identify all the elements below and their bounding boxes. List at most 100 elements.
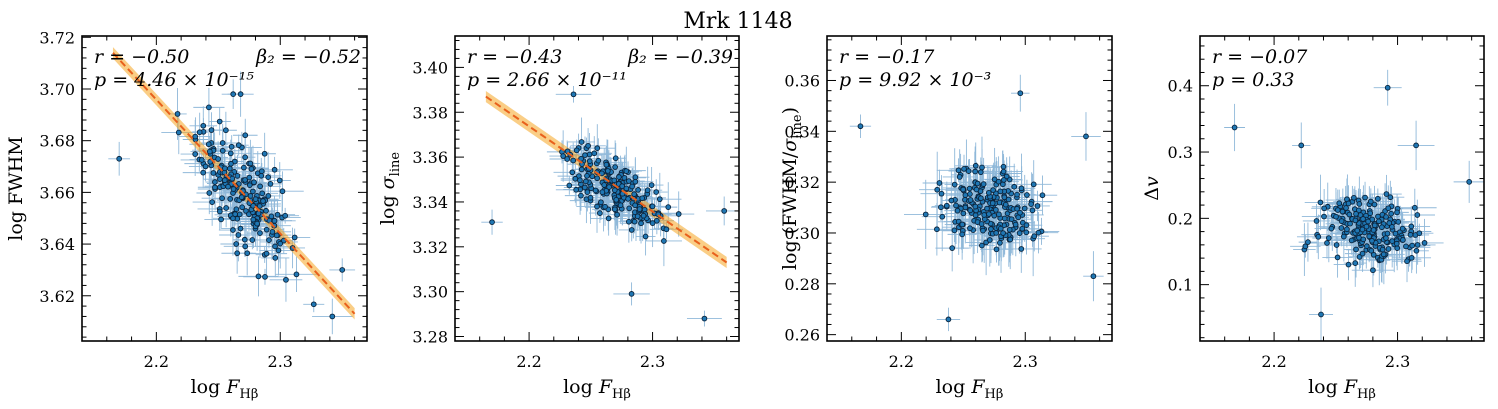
data-point: [586, 158, 593, 164]
data-point: [192, 151, 199, 157]
data-point: [951, 227, 958, 234]
data-point: [1413, 247, 1420, 254]
data-point: [649, 220, 656, 226]
data-point: [1360, 236, 1367, 243]
data-point: [979, 242, 985, 249]
data-point: [587, 194, 594, 201]
data-point: [934, 226, 940, 233]
data-point: [986, 211, 992, 217]
data-point: [1407, 231, 1414, 238]
data-point: [1379, 224, 1385, 231]
data-point: [1018, 246, 1025, 252]
data-point: [329, 313, 336, 320]
data-point: [247, 193, 254, 199]
panels: 2.2 2.3 3.62 3.64 3.66 3.68 3.70 3.72 log FHβ log…: [5, 28, 1485, 402]
data-point: [1414, 242, 1421, 248]
data-point: [1024, 192, 1030, 198]
data-point: [656, 196, 663, 203]
data-point: [572, 175, 579, 182]
data-point: [578, 139, 585, 145]
data-point: [585, 142, 591, 149]
data-point: [980, 181, 987, 187]
annotation-p: p = 4.46 × 10⁻¹⁵: [94, 69, 254, 91]
data-point: [972, 162, 979, 169]
annotation-beta: β₂ = −0.52: [255, 46, 361, 68]
data-point: [586, 151, 593, 158]
data-point: [613, 196, 620, 203]
data-point: [611, 206, 618, 213]
data-point: [1352, 217, 1359, 224]
data-point: [242, 177, 248, 183]
data-point: [1409, 242, 1416, 249]
data-point: [569, 169, 576, 176]
data-point: [1336, 200, 1343, 207]
x-axis-label: log FHβ: [563, 376, 631, 402]
data-point: [216, 118, 223, 125]
data-point: [661, 238, 667, 244]
data-point: [1021, 205, 1028, 212]
data-point: [1400, 237, 1406, 243]
data-point: [592, 187, 599, 194]
data-point: [217, 176, 223, 183]
data-point: [1321, 213, 1327, 220]
data-point: [250, 216, 257, 223]
data-point: [1370, 251, 1377, 258]
data-point: [989, 200, 996, 206]
data-point: [997, 225, 1004, 232]
data-point: [1090, 273, 1097, 280]
data-point: [955, 167, 962, 174]
data-point: [665, 204, 672, 210]
y-tick-label: 3.62: [39, 287, 75, 306]
x-tick-label: 2.3: [640, 352, 665, 371]
data-point: [1403, 243, 1409, 250]
data-point: [273, 232, 280, 239]
data-point: [965, 168, 972, 174]
data-point: [642, 233, 649, 240]
plot-area: [1224, 69, 1484, 341]
data-point: [1351, 194, 1357, 201]
data-point: [953, 202, 959, 209]
data-point: [1011, 183, 1018, 190]
data-point: [612, 155, 619, 162]
data-point: [956, 174, 963, 180]
data-point: [265, 174, 272, 180]
data-point: [271, 217, 278, 224]
data-point: [967, 225, 973, 232]
plot-area: [849, 74, 1104, 332]
data-point: [721, 208, 728, 214]
data-point: [257, 230, 263, 236]
data-point: [261, 150, 268, 157]
data-point: [1387, 194, 1394, 201]
data-point: [212, 184, 218, 191]
data-point: [212, 179, 218, 185]
panel-1: 2.2 2.3 3.62 3.64 3.66 3.68 3.70 3.72 log FHβ log…: [5, 28, 368, 402]
data-point: [980, 227, 986, 234]
x-tick-label: 2.2: [889, 352, 914, 371]
data-point: [570, 91, 577, 98]
y-tick-label: 0.26: [784, 326, 820, 345]
data-point: [1367, 210, 1374, 217]
plot-area: [481, 85, 739, 327]
data-point: [1030, 181, 1037, 188]
data-point: [260, 198, 266, 204]
data-point: [1321, 205, 1327, 212]
data-point: [631, 191, 638, 197]
data-point: [612, 164, 618, 170]
data-point: [1389, 223, 1395, 230]
fit-line: [485, 95, 728, 264]
data-point: [246, 182, 253, 189]
data-point: [1395, 219, 1402, 225]
data-point: [251, 179, 257, 186]
annotation-p: p = 0.33: [1212, 69, 1294, 91]
data-point: [644, 187, 651, 194]
data-point: [239, 204, 246, 211]
ticks: [454, 36, 739, 341]
data-point: [623, 168, 630, 174]
data-point: [1466, 179, 1473, 185]
data-point: [258, 168, 265, 175]
data-point: [978, 221, 985, 227]
data-point: [1002, 201, 1009, 208]
data-point: [1408, 254, 1415, 261]
data-point: [262, 273, 268, 280]
panel-3: 2.2 2.3 0.26 0.28 0.30 0.32 0.34 0.36 log FHβ log…: [779, 35, 1113, 402]
